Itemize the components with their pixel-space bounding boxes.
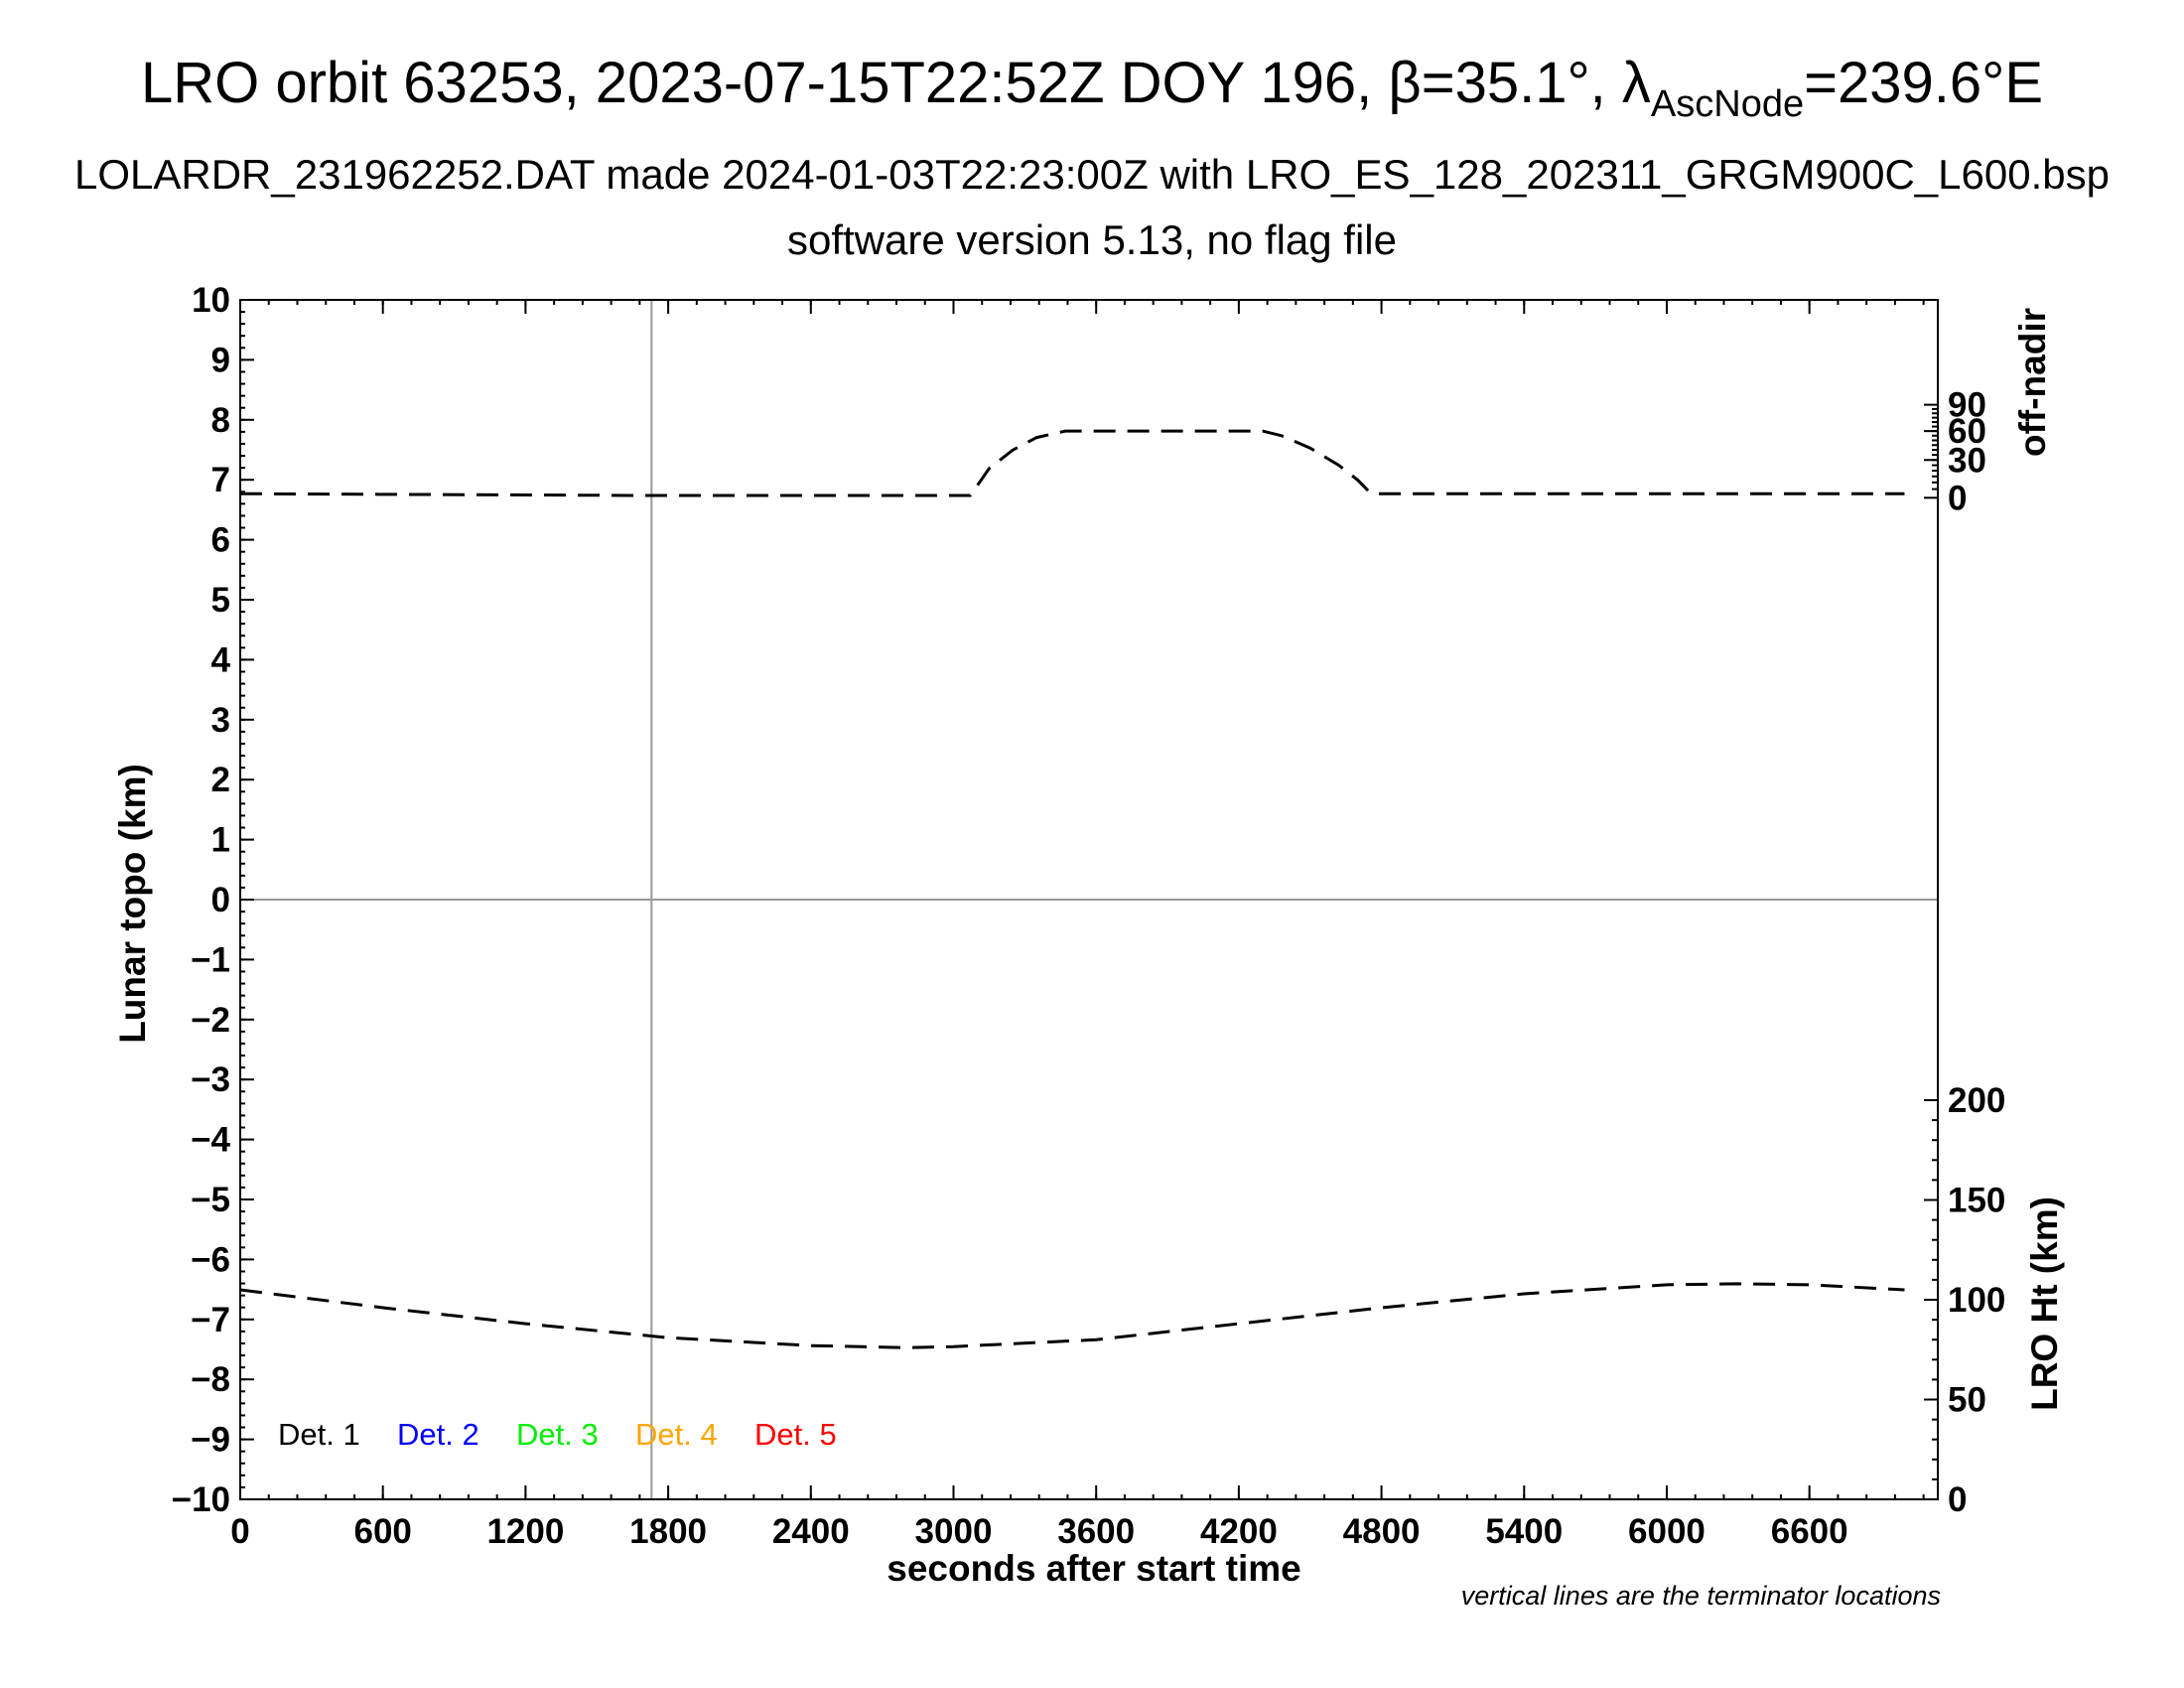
x-tick-label: 6600 [1771, 1512, 1848, 1551]
tick-labels: 0 600 1200 1800 2400 3000 3600 4200 4800 5400 6000… [172, 281, 2006, 1551]
x-tick-label: 4200 [1200, 1512, 1278, 1551]
y-tick-label-left: 5 [211, 581, 230, 620]
y-tick-label-left: 3 [211, 701, 230, 740]
y-tick-label-left: −3 [191, 1060, 230, 1099]
y-tick-label-left: −1 [191, 940, 230, 979]
y-tick-label-left: −5 [191, 1181, 230, 1219]
legend: Det. 1 Det. 2 Det. 3 Det. 4 Det. 5 [278, 1417, 837, 1452]
data-series [239, 429, 1905, 1349]
y-tick-label-left: 1 [211, 821, 230, 860]
x-axis-label: seconds after start time [887, 1548, 1300, 1589]
lro-height-line [239, 1282, 1905, 1349]
y-axis-label-left: Lunar topo (km) [112, 764, 153, 1044]
y-tick-label-left: 10 [192, 281, 230, 320]
y-tick-label-left: 7 [211, 461, 230, 499]
x-tick-label: 5400 [1485, 1512, 1563, 1551]
x-tick-label: 6000 [1628, 1512, 1706, 1551]
y-tick-label-off-nadir: 90 [1948, 386, 1986, 425]
y-axis-label-off-nadir: off-nadir [2012, 308, 2053, 457]
y-tick-label-left: 8 [211, 401, 230, 440]
y-tick-label-left: −10 [172, 1480, 230, 1519]
axis-ticks [239, 299, 1938, 1500]
grid-lines [240, 300, 1938, 1499]
legend-entry: Det. 3 [516, 1417, 599, 1452]
x-tick-label: 3000 [915, 1512, 993, 1551]
x-tick-label: 0 [230, 1512, 249, 1551]
y-tick-label-lro-height: 100 [1948, 1281, 2005, 1320]
y-tick-label-lro-height: 0 [1948, 1480, 1967, 1519]
y-tick-label-left: 0 [211, 881, 230, 919]
y-tick-label-lro-height: 50 [1948, 1381, 1986, 1420]
x-tick-label: 3600 [1057, 1512, 1135, 1551]
chart-title: LRO orbit 63253, 2023-07-15T22:52Z DOY 1… [140, 51, 2044, 125]
x-tick-label: 1200 [486, 1512, 564, 1551]
y-tick-label-off-nadir: 30 [1948, 441, 1986, 480]
y-axis-label-lro-height: LRO Ht (km) [2024, 1196, 2065, 1411]
y-tick-label-left: −7 [191, 1301, 230, 1339]
legend-entry: Det. 4 [635, 1417, 718, 1452]
x-tick-label: 600 [353, 1512, 411, 1551]
legend-entry: Det. 5 [754, 1417, 837, 1452]
y-tick-label-left: 6 [211, 521, 230, 560]
y-tick-label-left: 4 [211, 640, 231, 679]
off-nadir-line [239, 429, 1905, 497]
x-tick-label: 1800 [629, 1512, 707, 1551]
y-tick-label-off-nadir: 0 [1948, 479, 1967, 517]
x-tick-label: 2400 [772, 1512, 850, 1551]
legend-entry: Det. 2 [397, 1417, 479, 1452]
y-tick-label-left: 9 [211, 341, 230, 379]
y-tick-label-left: 2 [211, 761, 230, 799]
chart-subtitle-file: LOLARDR_231962252.DAT made 2024-01-03T22… [73, 151, 2110, 198]
x-tick-label: 4800 [1343, 1512, 1421, 1551]
y-tick-label-off-nadir: 60 [1948, 412, 1986, 451]
legend-entry: Det. 1 [278, 1417, 360, 1452]
y-tick-label-lro-height: 200 [1948, 1081, 2005, 1120]
y-tick-label-left: −6 [191, 1240, 230, 1279]
chart-subtitle-version: software version 5.13, no flag file [786, 216, 1397, 263]
y-tick-label-lro-height: 150 [1948, 1182, 2005, 1220]
y-tick-label-left: −9 [191, 1421, 230, 1460]
footnote: vertical lines are the terminator locati… [1460, 1581, 1941, 1611]
y-tick-label-left: −2 [191, 1001, 230, 1040]
y-tick-label-left: −8 [191, 1360, 230, 1399]
y-tick-label-left: −4 [191, 1121, 230, 1160]
